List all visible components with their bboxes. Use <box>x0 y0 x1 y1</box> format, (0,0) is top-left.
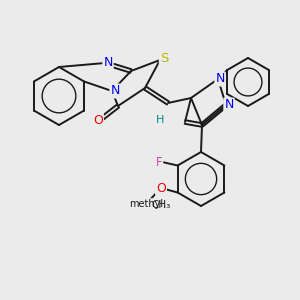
Text: S: S <box>160 52 168 64</box>
Text: O: O <box>93 113 103 127</box>
Text: O: O <box>156 182 166 194</box>
Text: N: N <box>224 98 234 112</box>
Text: N: N <box>215 73 225 85</box>
Text: CH₃: CH₃ <box>151 200 170 210</box>
Text: N: N <box>110 85 120 98</box>
Text: N: N <box>103 56 113 70</box>
Text: methyl: methyl <box>129 199 163 209</box>
Text: H: H <box>156 115 164 125</box>
Text: F: F <box>156 155 162 169</box>
